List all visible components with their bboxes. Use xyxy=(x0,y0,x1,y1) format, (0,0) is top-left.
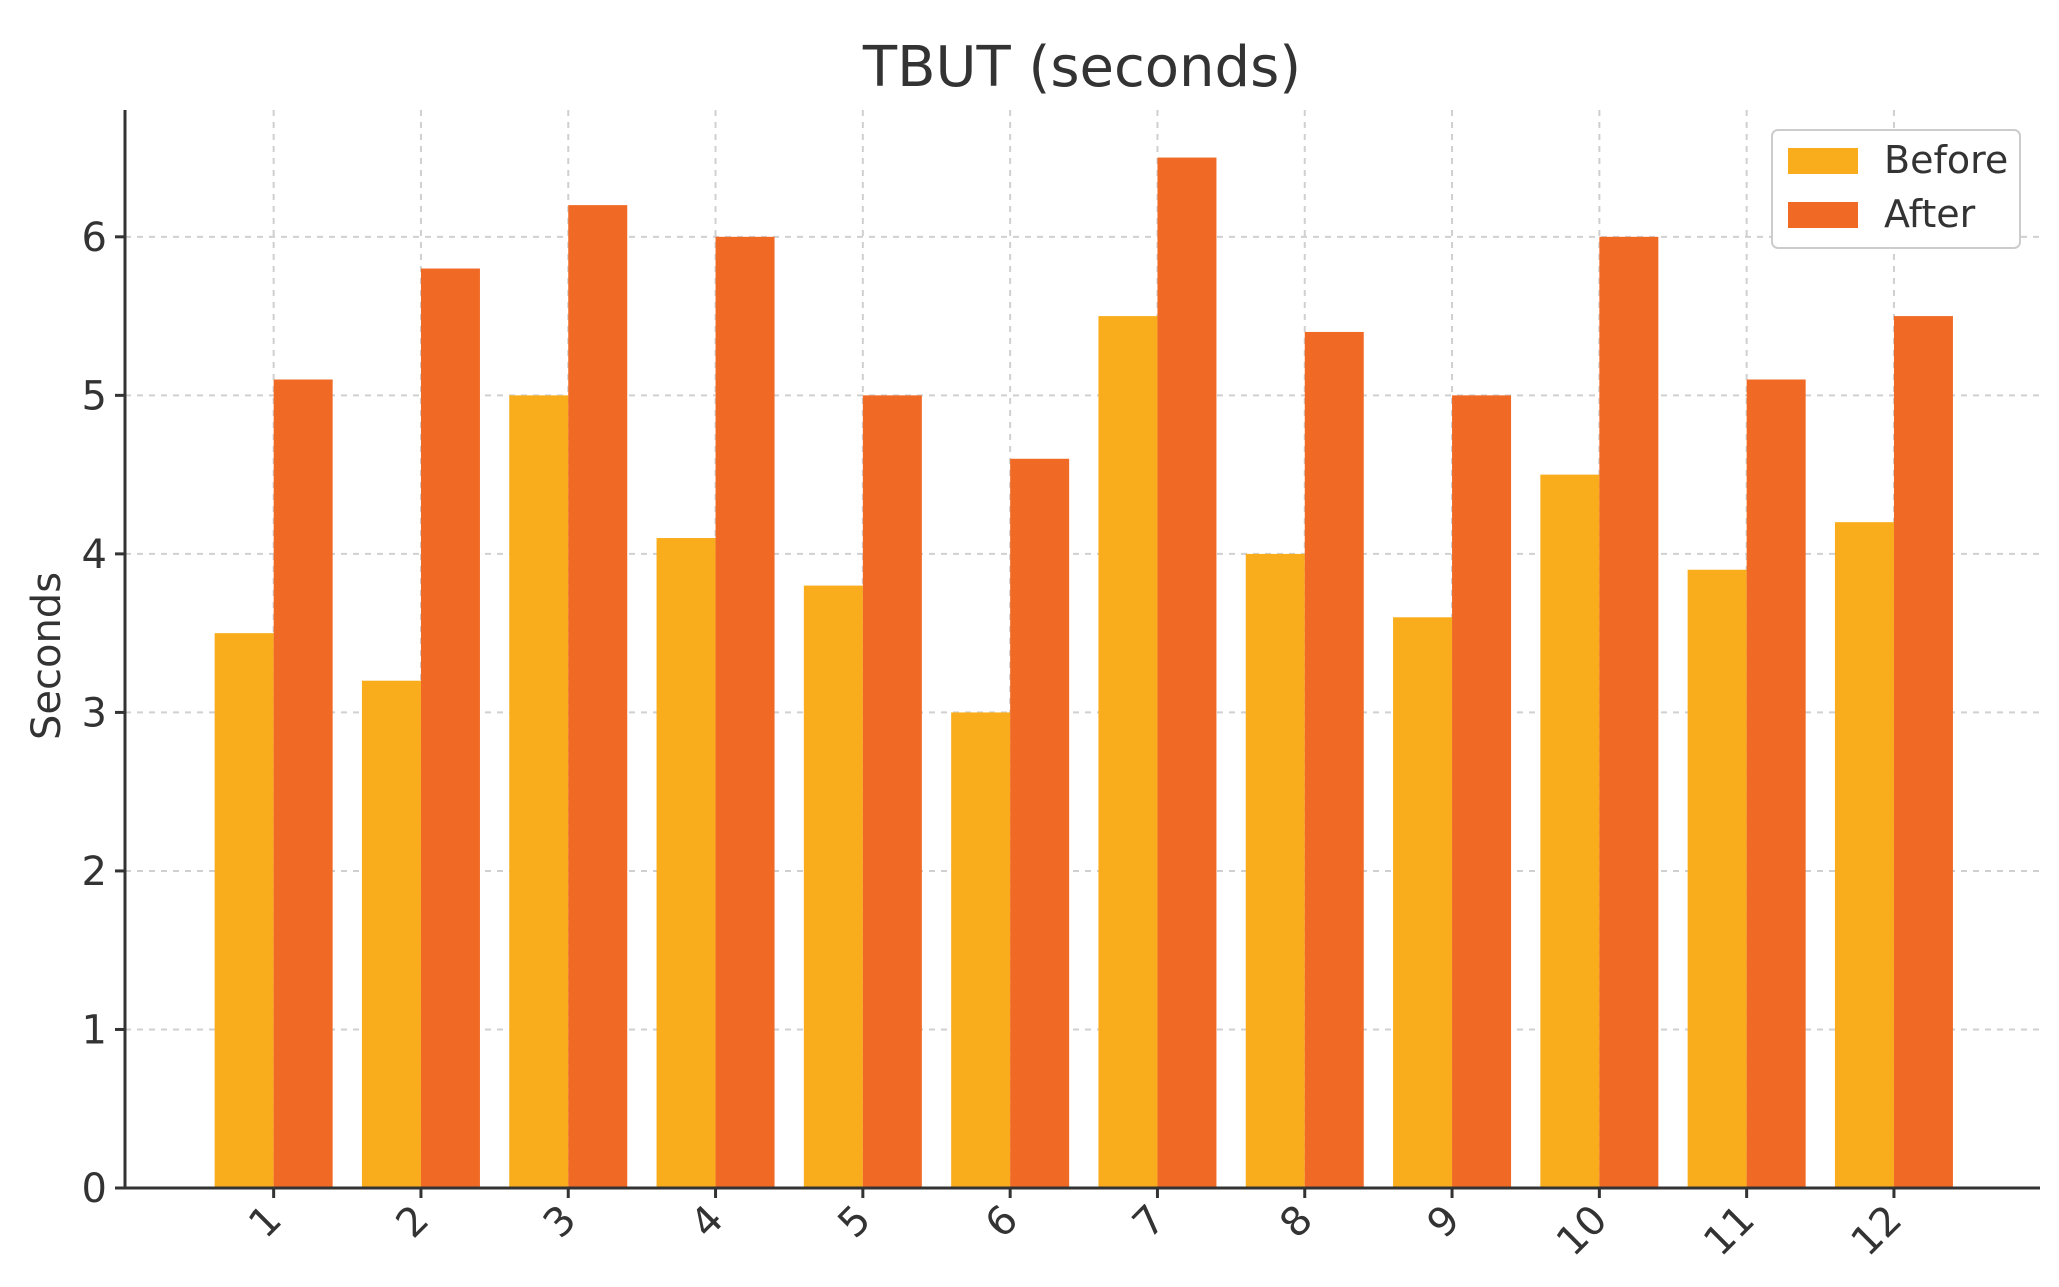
legend-swatch-after xyxy=(1788,202,1858,228)
bar-after-10 xyxy=(1599,236,1659,1188)
x-tick-label: 1 xyxy=(240,1197,291,1248)
x-tick-label: 10 xyxy=(1548,1197,1617,1266)
y-tick-label: 1 xyxy=(82,1007,107,1053)
bar-after-11 xyxy=(1746,379,1806,1188)
legend-label-after: After xyxy=(1884,192,1976,236)
bar-before-12 xyxy=(1834,522,1894,1188)
bar-after-3 xyxy=(568,205,628,1188)
x-tick-label: 8 xyxy=(1271,1197,1322,1248)
bar-before-10 xyxy=(1540,474,1600,1188)
x-tick-label: 11 xyxy=(1695,1197,1764,1266)
x-tick-label: 7 xyxy=(1124,1197,1175,1248)
y-tick-label: 5 xyxy=(82,373,107,419)
legend-label-before: Before xyxy=(1884,138,2008,182)
bar-before-7 xyxy=(1098,316,1158,1188)
bar-before-9 xyxy=(1393,617,1453,1188)
x-tick-label: 2 xyxy=(387,1197,438,1248)
y-tick-label: 0 xyxy=(82,1166,107,1212)
bar-after-9 xyxy=(1452,395,1512,1189)
bar-after-2 xyxy=(420,268,480,1188)
axes-layer xyxy=(123,110,2040,1190)
bar-before-11 xyxy=(1687,569,1747,1188)
y-tick-label: 2 xyxy=(82,849,107,895)
x-tick-label: 4 xyxy=(682,1197,733,1248)
y-tick-label: 3 xyxy=(82,690,107,736)
bar-after-5 xyxy=(862,395,922,1189)
bar-before-4 xyxy=(656,538,716,1188)
y-tick-label: 4 xyxy=(82,532,107,578)
bar-before-2 xyxy=(361,680,421,1188)
bar-after-7 xyxy=(1157,157,1217,1188)
bar-before-8 xyxy=(1245,553,1305,1188)
legend-swatch-before xyxy=(1788,148,1858,174)
chart-title: TBUT (seconds) xyxy=(862,35,1301,100)
bar-after-4 xyxy=(715,236,775,1188)
bars-layer xyxy=(214,157,1953,1189)
bar-after-6 xyxy=(1010,458,1070,1188)
legend: Before After xyxy=(1771,129,2021,249)
y-axis-label: Seconds xyxy=(24,572,70,740)
bar-before-3 xyxy=(509,395,569,1189)
x-tick-label: 5 xyxy=(829,1197,880,1248)
bar-after-8 xyxy=(1304,331,1364,1188)
bar-after-1 xyxy=(273,379,333,1188)
x-tick-label: 12 xyxy=(1842,1197,1911,1266)
bar-before-6 xyxy=(951,712,1011,1188)
x-tick-label: 6 xyxy=(977,1197,1028,1248)
y-tick-label: 6 xyxy=(82,215,107,261)
x-tick-label: 3 xyxy=(535,1197,586,1248)
bar-before-1 xyxy=(214,633,274,1188)
x-tick-label: 9 xyxy=(1419,1197,1470,1248)
bar-after-12 xyxy=(1893,316,1953,1188)
bar-before-5 xyxy=(803,585,863,1188)
